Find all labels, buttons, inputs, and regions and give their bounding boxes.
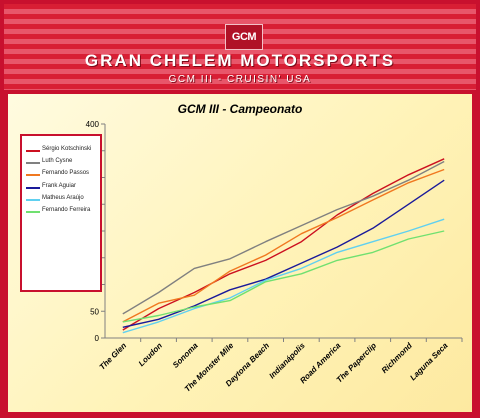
- legend-label: Frank Aguiar: [42, 182, 77, 189]
- legend-swatch: [26, 198, 40, 201]
- legend-swatch: [26, 150, 40, 152]
- chart-title: GCM III - Campeonato: [177, 102, 303, 116]
- x-tick-label: Richmond: [380, 340, 415, 375]
- y-tick-label: 400: [86, 120, 100, 129]
- series-line-6: [122, 230, 445, 323]
- chart-plot: 050100150200250300350400The GlenLoudonSo…: [86, 120, 463, 394]
- x-tick-label: Laguna Seca: [408, 341, 450, 383]
- legend-swatch: [26, 174, 40, 177]
- brand-subtitle: GCM III - CRUISIN' USA: [168, 74, 312, 85]
- x-tick-label: Indianápolis: [267, 341, 307, 381]
- legend-label: Fernando Ferreira: [42, 207, 91, 213]
- series-line-2: [122, 160, 445, 315]
- legend-swatch: [26, 211, 40, 213]
- chart-legend: Sérgio Kotschinski Luth Cysne Fernando Pas…: [20, 134, 102, 292]
- brand-title: GRAN CHELEM MOTORSPORTS: [84, 51, 396, 70]
- legend-swatch: [26, 162, 40, 165]
- y-tick-label: 50: [90, 307, 99, 316]
- legend-label: Sérgio Kotschinski: [42, 146, 92, 152]
- series-line-3: [122, 168, 445, 323]
- x-tick-label: Loudon: [137, 341, 164, 368]
- series-line-4: [122, 179, 445, 328]
- y-tick-label: 0: [95, 334, 100, 343]
- x-tick-label: Sonoma: [171, 341, 200, 370]
- series-line-1: [122, 158, 445, 331]
- gcm-logo: GCM: [225, 24, 263, 50]
- legend-label: Luth Cysne: [42, 158, 73, 165]
- legend-label: Matheus Araújo: [42, 194, 84, 201]
- legend-label: Fernando Passos: [42, 170, 90, 177]
- chart-panel: 050100150200250300350400The GlenLoudonSo…: [8, 94, 472, 412]
- header-banner: GCM GRAN CHELEM MOTORSPORTS GCM III - CR…: [4, 4, 476, 90]
- x-tick-label: The Glen: [98, 341, 129, 372]
- series-line-5: [122, 218, 445, 334]
- legend-swatch: [26, 186, 40, 189]
